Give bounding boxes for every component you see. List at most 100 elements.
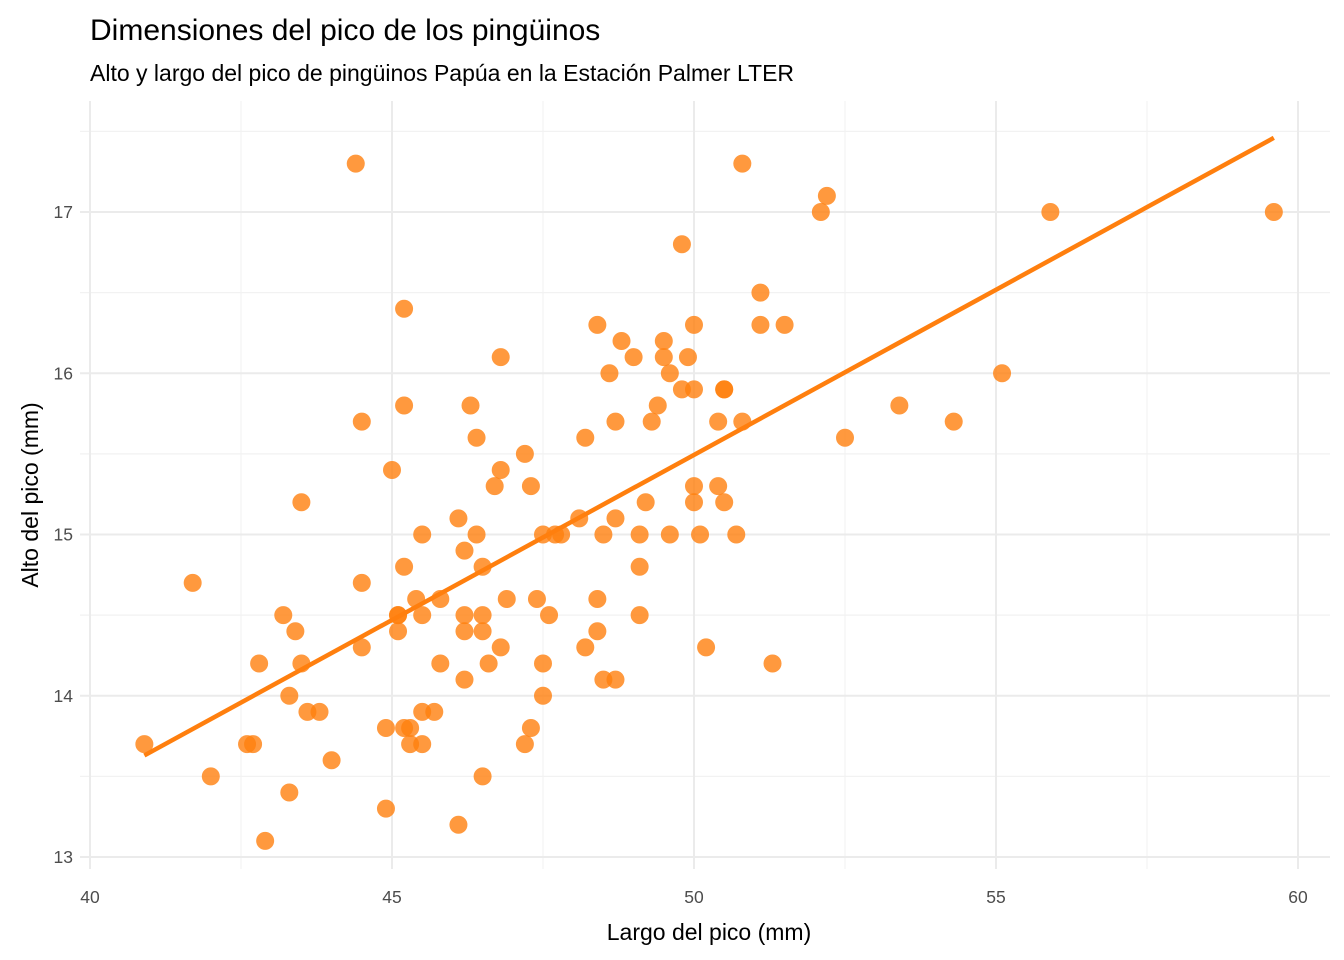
data-point bbox=[491, 461, 510, 479]
data-point bbox=[763, 654, 782, 673]
data-point bbox=[594, 525, 613, 544]
data-point bbox=[685, 477, 703, 496]
data-point bbox=[292, 493, 311, 512]
x-tick-label: 50 bbox=[684, 887, 704, 907]
data-point bbox=[467, 525, 486, 544]
data-point bbox=[890, 396, 909, 415]
data-point bbox=[346, 154, 365, 173]
data-point bbox=[606, 412, 625, 431]
data-point bbox=[685, 315, 703, 334]
data-point bbox=[836, 428, 854, 447]
data-point bbox=[685, 493, 703, 512]
y-tick-label: 14 bbox=[54, 686, 74, 706]
y-tick-label: 17 bbox=[54, 202, 73, 222]
x-tick-label: 55 bbox=[986, 887, 1005, 907]
data-point bbox=[473, 622, 492, 641]
data-point bbox=[467, 428, 486, 447]
data-point bbox=[395, 557, 414, 576]
data-point bbox=[352, 412, 371, 431]
data-point bbox=[280, 783, 299, 802]
data-point bbox=[491, 638, 510, 657]
data-point bbox=[497, 590, 516, 608]
data-point bbox=[389, 622, 408, 641]
data-point bbox=[461, 396, 480, 415]
data-point bbox=[250, 654, 269, 673]
data-point bbox=[751, 283, 770, 302]
data-point bbox=[413, 735, 432, 754]
data-point bbox=[352, 638, 371, 657]
data-point bbox=[401, 719, 420, 737]
data-point bbox=[286, 622, 305, 641]
data-point bbox=[775, 315, 794, 334]
data-point bbox=[588, 622, 607, 641]
data-point bbox=[648, 396, 667, 415]
data-point bbox=[944, 412, 963, 431]
data-point bbox=[280, 686, 299, 705]
data-point bbox=[274, 606, 293, 625]
data-point bbox=[376, 799, 395, 818]
data-point bbox=[521, 477, 540, 496]
data-point bbox=[455, 670, 474, 689]
data-point bbox=[527, 590, 546, 608]
data-point bbox=[660, 364, 679, 383]
data-point bbox=[685, 380, 703, 399]
x-axis-tick-labels: 40 45 50 55 60 bbox=[80, 887, 1308, 907]
data-point bbox=[491, 348, 510, 367]
data-point bbox=[817, 186, 836, 205]
data-point bbox=[322, 751, 341, 770]
data-point bbox=[352, 573, 371, 592]
data-point bbox=[642, 412, 661, 431]
data-point bbox=[715, 493, 734, 512]
y-axis-tick-labels: 13 14 15 16 17 bbox=[54, 202, 74, 867]
data-point bbox=[425, 702, 444, 721]
data-point bbox=[183, 573, 202, 592]
data-points bbox=[135, 154, 1283, 850]
data-point bbox=[383, 461, 401, 479]
data-point bbox=[455, 622, 474, 641]
data-point bbox=[515, 444, 534, 463]
data-point bbox=[630, 525, 649, 544]
data-point bbox=[606, 670, 625, 689]
data-point bbox=[1041, 203, 1060, 221]
y-tick-label: 13 bbox=[54, 847, 73, 867]
data-point bbox=[600, 364, 619, 383]
y-axis-title: Alto del pico (mm) bbox=[17, 402, 43, 587]
data-point bbox=[697, 638, 716, 657]
data-point bbox=[413, 525, 432, 544]
x-tick-label: 45 bbox=[382, 887, 401, 907]
data-point bbox=[630, 606, 649, 625]
data-point bbox=[660, 525, 679, 544]
data-point bbox=[715, 380, 734, 399]
data-point bbox=[654, 348, 673, 367]
data-point bbox=[576, 638, 595, 657]
data-point bbox=[449, 509, 468, 528]
data-point bbox=[395, 299, 414, 318]
x-tick-label: 60 bbox=[1288, 887, 1308, 907]
data-point bbox=[515, 735, 534, 754]
data-point bbox=[534, 686, 552, 705]
major-gridlines bbox=[80, 101, 1330, 869]
data-point bbox=[588, 315, 607, 334]
data-point bbox=[540, 606, 559, 625]
data-point bbox=[455, 541, 474, 560]
data-point bbox=[455, 606, 474, 625]
data-point bbox=[630, 557, 649, 576]
data-point bbox=[624, 348, 643, 367]
data-point bbox=[376, 719, 395, 737]
data-point bbox=[691, 525, 710, 544]
data-point bbox=[636, 493, 655, 512]
trend-line bbox=[143, 135, 1275, 758]
x-tick-label: 40 bbox=[80, 887, 100, 907]
minor-gridlines bbox=[80, 101, 1330, 869]
chart-title: Dimensiones del pico de los pingüinos bbox=[90, 14, 600, 47]
data-point bbox=[654, 332, 673, 350]
data-point bbox=[751, 315, 770, 334]
y-tick-label: 15 bbox=[54, 525, 73, 545]
data-point bbox=[576, 428, 595, 447]
data-point bbox=[993, 364, 1012, 383]
data-point bbox=[244, 735, 263, 754]
y-tick-label: 16 bbox=[54, 363, 73, 383]
data-point bbox=[612, 332, 631, 350]
data-point bbox=[678, 348, 697, 367]
